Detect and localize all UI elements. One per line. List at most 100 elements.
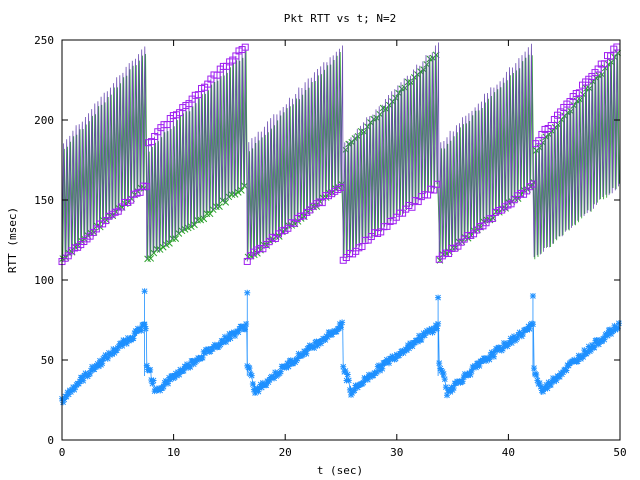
data-point-asterisk bbox=[615, 320, 622, 327]
data-point-asterisk bbox=[102, 352, 109, 359]
data-point-asterisk bbox=[487, 352, 494, 359]
data-point-x bbox=[147, 255, 155, 262]
data-point-asterisk bbox=[533, 372, 540, 379]
data-point-asterisk bbox=[342, 367, 349, 374]
data-point-asterisk bbox=[226, 330, 233, 337]
data-point-square bbox=[433, 180, 441, 188]
data-point-asterisk bbox=[167, 376, 174, 383]
data-point-asterisk bbox=[614, 325, 621, 332]
data-point-asterisk bbox=[252, 389, 259, 396]
data-point-asterisk bbox=[329, 331, 336, 338]
data-point-asterisk bbox=[400, 350, 407, 357]
data-point-asterisk bbox=[449, 387, 456, 394]
data-point-x bbox=[166, 240, 173, 247]
data-point-asterisk bbox=[473, 364, 480, 371]
data-point-asterisk bbox=[565, 362, 572, 369]
data-point-x bbox=[203, 210, 211, 218]
data-point-asterisk bbox=[142, 325, 149, 332]
data-point-asterisk bbox=[94, 360, 101, 367]
data-point-asterisk bbox=[313, 338, 320, 345]
data-point-asterisk bbox=[150, 377, 157, 384]
data-point-asterisk bbox=[467, 371, 474, 378]
data-point-asterisk bbox=[143, 362, 150, 369]
data-point-x bbox=[200, 215, 208, 223]
data-point-asterisk bbox=[187, 364, 194, 371]
data-point-asterisk bbox=[599, 338, 606, 345]
data-point-asterisk bbox=[294, 355, 301, 362]
y-tick-label: 200 bbox=[34, 114, 54, 127]
data-point-asterisk bbox=[392, 355, 399, 362]
data-point-asterisk bbox=[317, 340, 324, 347]
data-point-asterisk bbox=[508, 340, 515, 347]
data-point-asterisk bbox=[580, 354, 587, 361]
data-point-asterisk bbox=[348, 391, 355, 398]
data-point-asterisk bbox=[266, 376, 273, 383]
data-point-square bbox=[575, 89, 583, 97]
data-point-square bbox=[408, 203, 416, 211]
data-point-asterisk bbox=[442, 384, 449, 391]
data-point-asterisk bbox=[209, 346, 216, 353]
data-point-asterisk bbox=[481, 355, 488, 362]
data-point-asterisk bbox=[113, 347, 120, 354]
data-point-asterisk bbox=[182, 363, 189, 370]
data-point-asterisk bbox=[459, 378, 466, 385]
data-point-asterisk bbox=[119, 342, 126, 349]
data-point-asterisk bbox=[173, 372, 180, 379]
data-point-square bbox=[529, 180, 537, 188]
data-point-asterisk bbox=[311, 345, 318, 352]
data-point-asterisk bbox=[448, 384, 455, 391]
x-tick-label: 10 bbox=[167, 446, 180, 459]
y-tick-label: 150 bbox=[34, 194, 54, 207]
y-tick-label: 0 bbox=[47, 434, 54, 447]
data-point-asterisk bbox=[277, 368, 284, 375]
data-point-asterisk bbox=[612, 326, 619, 333]
data-point-square bbox=[607, 52, 615, 60]
data-point-asterisk bbox=[338, 324, 344, 331]
data-point-asterisk bbox=[378, 363, 385, 370]
data-point-asterisk bbox=[246, 365, 253, 372]
data-point-asterisk bbox=[118, 340, 125, 347]
data-point-asterisk bbox=[160, 383, 167, 390]
data-point-asterisk bbox=[351, 387, 358, 394]
data-point-asterisk bbox=[441, 376, 448, 383]
data-point-asterisk bbox=[591, 344, 598, 351]
data-point-asterisk bbox=[385, 360, 392, 367]
series-square-line bbox=[61, 42, 619, 262]
data-point-asterisk bbox=[147, 366, 154, 373]
axis-ticks: 0 10 20 30 40 50 0 50 100 150 200 250 bbox=[34, 34, 627, 459]
data-point-asterisk bbox=[430, 327, 437, 334]
data-point-asterisk bbox=[86, 370, 93, 377]
data-point-asterisk bbox=[558, 371, 565, 378]
x-tick-label: 40 bbox=[502, 446, 515, 459]
data-point-asterisk bbox=[526, 325, 533, 332]
data-point-asterisk bbox=[60, 399, 67, 406]
data-point-asterisk bbox=[593, 337, 600, 344]
data-point-asterisk bbox=[608, 330, 615, 337]
data-point-asterisk bbox=[283, 364, 290, 371]
data-point-asterisk bbox=[547, 381, 554, 388]
data-point-asterisk bbox=[91, 366, 98, 373]
data-point-asterisk bbox=[518, 333, 525, 340]
data-point-asterisk bbox=[254, 385, 261, 392]
data-point-asterisk bbox=[604, 332, 611, 339]
data-point-asterisk bbox=[287, 357, 294, 364]
data-point-asterisk bbox=[432, 322, 439, 329]
data-point-asterisk bbox=[367, 374, 374, 381]
x-tick-label: 30 bbox=[390, 446, 403, 459]
data-point-asterisk bbox=[500, 339, 507, 346]
data-point-asterisk bbox=[123, 340, 130, 347]
data-point-asterisk bbox=[165, 380, 172, 387]
data-point-asterisk bbox=[345, 377, 352, 384]
data-point-asterisk bbox=[340, 363, 347, 370]
data-point-asterisk bbox=[416, 332, 423, 339]
data-point-asterisk bbox=[75, 380, 82, 387]
data-point-asterisk bbox=[429, 329, 436, 336]
data-point-asterisk bbox=[248, 372, 255, 379]
data-point-asterisk bbox=[510, 333, 517, 340]
data-point-asterisk bbox=[490, 353, 497, 360]
x-tick-label: 0 bbox=[59, 446, 66, 459]
data-point-square bbox=[337, 183, 345, 191]
data-point-asterisk bbox=[201, 350, 208, 357]
y-axis-label: RTT (msec) bbox=[6, 207, 19, 273]
data-point-asterisk bbox=[390, 354, 397, 361]
